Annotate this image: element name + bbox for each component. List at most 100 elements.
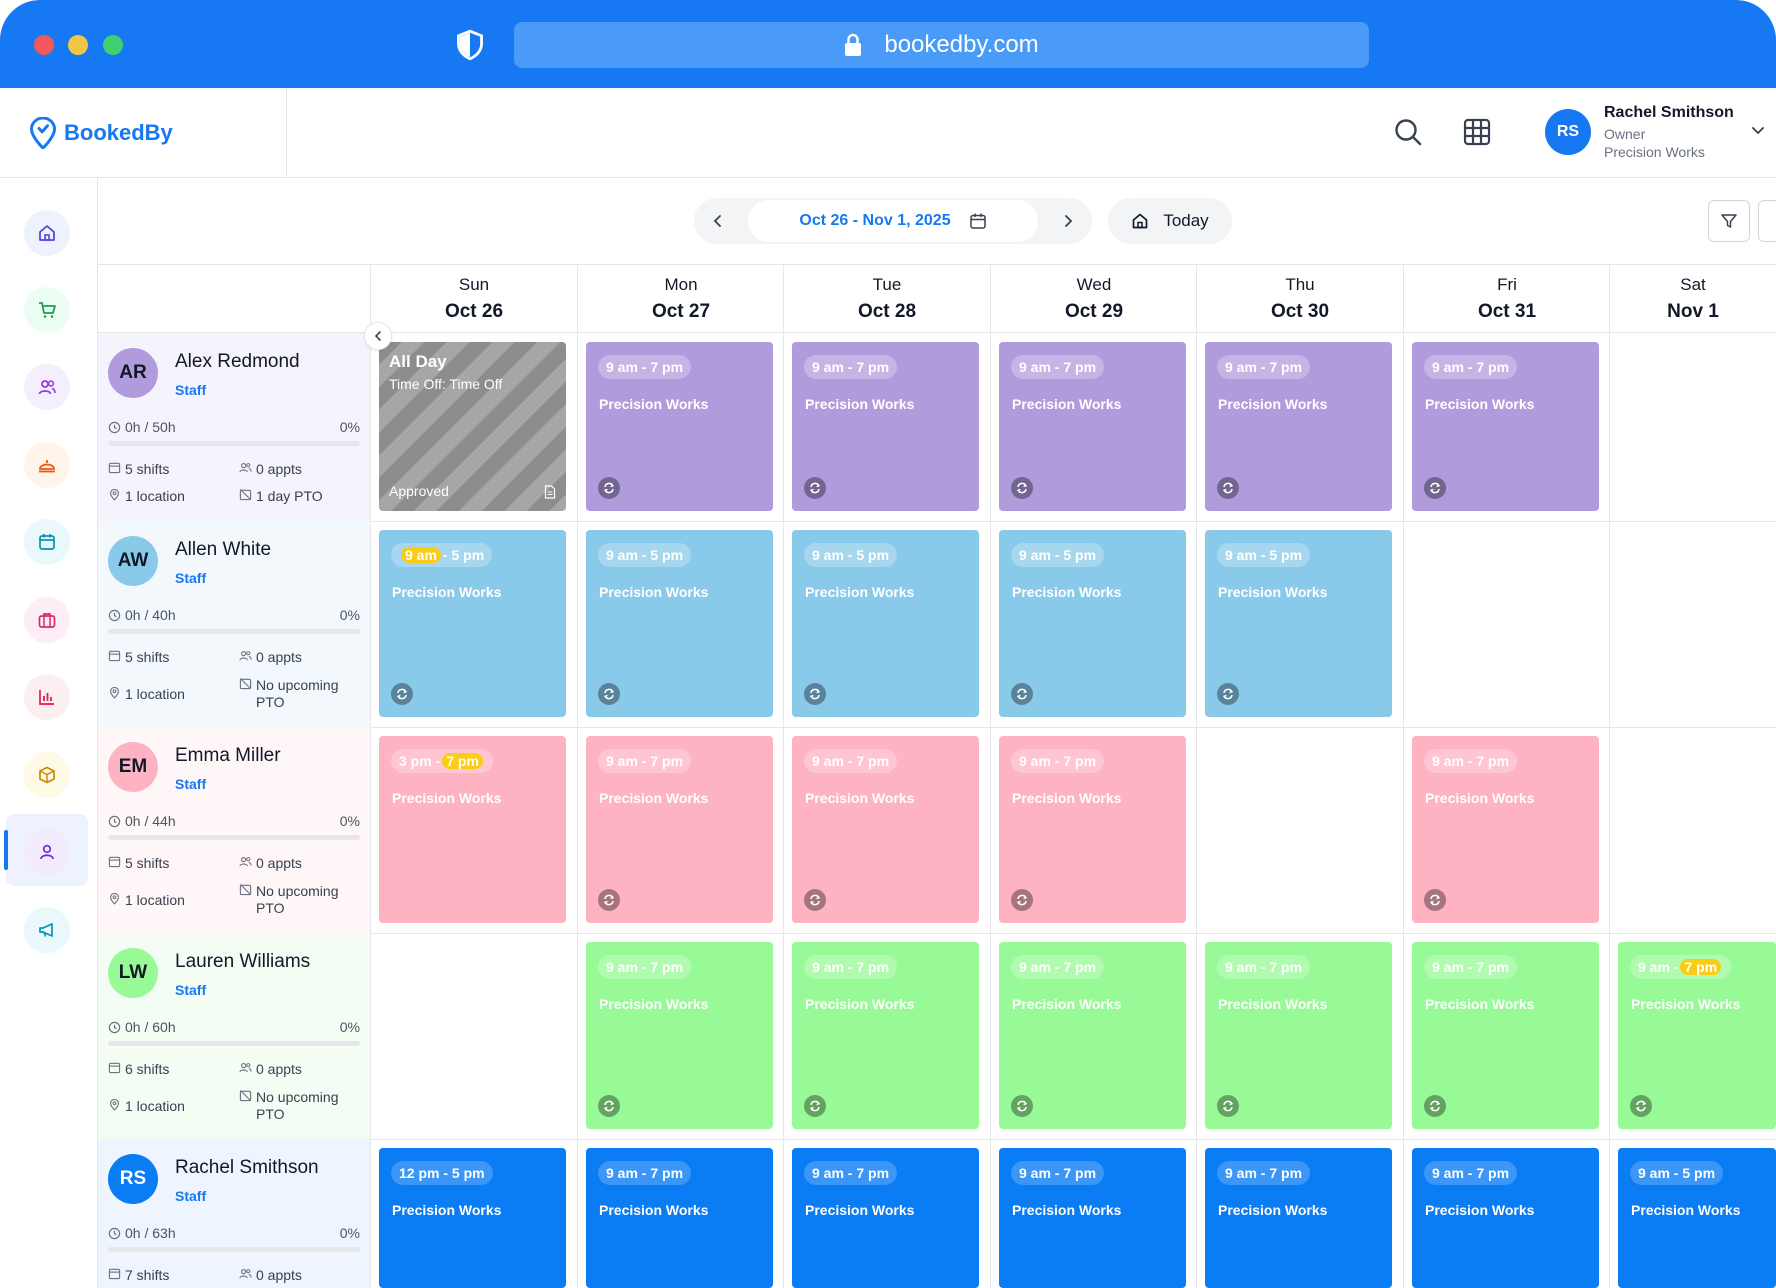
shift-card[interactable]: 9 am - 5 pm Precision Works [1618, 1148, 1776, 1288]
staff-row-header[interactable]: AR Alex Redmond Staff 0h / 50h 0% 5 shif… [98, 333, 370, 521]
date-range-picker[interactable]: Oct 26 - Nov 1, 2025 [748, 200, 1038, 242]
shift-card[interactable]: 9 am - 7 pm Precision Works [1618, 942, 1776, 1129]
staff-row-header[interactable]: EM Emma Miller Staff 0h / 44h 0% 5 shift… [98, 727, 370, 933]
staff-location-count: 1 location [108, 686, 185, 703]
shift-card[interactable]: 9 am - 5 pm Precision Works [999, 530, 1186, 717]
shift-time: 9 am - 7 pm [598, 955, 692, 979]
staff-pto-text: No upcoming PTO [256, 677, 339, 710]
staff-shifts-text: 5 shifts [125, 855, 170, 871]
user-org: Precision Works [1604, 144, 1705, 160]
shift-time: 9 am - 7 pm [1424, 355, 1518, 379]
shift-card[interactable]: 9 am - 7 pm Precision Works [1205, 1148, 1392, 1288]
collapse-panel-button[interactable] [364, 322, 392, 350]
time-off-status: Approved [389, 483, 449, 499]
shift-card[interactable]: 9 am - 5 pm Precision Works [1205, 530, 1392, 717]
shift-location: Precision Works [392, 790, 502, 806]
staff-utilization-percent: 0% [339, 813, 360, 829]
staff-row-header[interactable]: AW Allen White Staff 0h / 40h 0% 5 shift… [98, 521, 370, 727]
sidebar-item-briefcase[interactable] [24, 597, 70, 643]
staff-row-header[interactable]: RS Rachel Smithson Staff 0h / 63h 0% 7 s… [98, 1139, 370, 1288]
window-minimize-dot[interactable] [68, 35, 88, 55]
user-avatar[interactable]: RS [1545, 109, 1591, 155]
shift-time: 9 am - 5 pm [1217, 543, 1311, 567]
shift-time: 9 am - 5 pm [598, 543, 692, 567]
sidebar-item-bar-chart[interactable] [24, 674, 70, 720]
sidebar-item-users[interactable] [24, 364, 70, 410]
cart-icon [39, 302, 56, 318]
sidebar-item-home[interactable] [24, 210, 70, 256]
shift-card[interactable]: 9 am - 7 pm Precision Works [586, 342, 773, 511]
shift-time-end: - 5 pm [442, 547, 485, 563]
home-icon [1132, 213, 1148, 229]
shift-card[interactable]: 12 pm - 5 pm Precision Works [379, 1148, 566, 1288]
brand-logo[interactable]: BookedBy [0, 88, 287, 178]
shift-card[interactable]: 9 am - 7 pm Precision Works [999, 1148, 1186, 1288]
shift-time: 9 am - 5 pm [804, 543, 898, 567]
sidebar-item-service-bell[interactable] [24, 442, 70, 488]
briefcase-icon [38, 613, 56, 628]
shift-card[interactable]: 9 am - 7 pm Precision Works [999, 736, 1186, 923]
window-maximize-dot[interactable] [103, 35, 123, 55]
staff-row-header[interactable]: LW Lauren Williams Staff 0h / 60h 0% 6 s… [98, 933, 370, 1139]
user-name[interactable]: Rachel Smithson [1604, 104, 1734, 121]
shift-card[interactable]: 9 am - 7 pm Precision Works [1412, 342, 1599, 511]
staff-pto-status: No upcoming PTO [239, 883, 356, 917]
shift-card[interactable]: 9 am - 5 pm Precision Works [792, 530, 979, 717]
shift-card[interactable]: 9 am - 7 pm Precision Works [586, 1148, 773, 1288]
shift-card[interactable]: 9 am - 7 pm Precision Works [1205, 942, 1392, 1129]
shift-card[interactable]: 9 am - 7 pm Precision Works [792, 736, 979, 923]
calendar-icon [969, 213, 986, 229]
recurring-shift-indicator [804, 889, 826, 911]
chevron-right-icon[interactable] [1060, 213, 1076, 229]
time-off-card[interactable]: All Day Time Off: Time Off Approved [379, 342, 566, 511]
shift-location: Precision Works [392, 584, 502, 600]
sidebar-item-staff[interactable] [24, 829, 70, 875]
shift-card[interactable]: 9 am - 7 pm Precision Works [792, 342, 979, 511]
shift-card[interactable]: 9 am - 7 pm Precision Works [586, 942, 773, 1129]
staff-appts-count: 0 appts [239, 461, 302, 478]
shift-card[interactable]: 9 am - 7 pm Precision Works [1412, 942, 1599, 1129]
shift-card[interactable]: 9 am - 7 pm Precision Works [999, 942, 1186, 1129]
today-button[interactable]: Today [1108, 198, 1232, 244]
calendar-icon [39, 534, 55, 550]
column-divider [577, 333, 578, 1288]
grid-apps-icon[interactable] [1461, 116, 1493, 148]
shift-card[interactable]: 9 am - 7 pm Precision Works [999, 342, 1186, 511]
staff-name: Emma Miller [175, 745, 281, 766]
shift-card[interactable]: 9 am - 7 pm Precision Works [586, 736, 773, 923]
day-date: Oct 26 [444, 301, 504, 322]
location-pin-logo-icon [30, 117, 56, 149]
sidebar-item-cart[interactable] [24, 287, 70, 333]
repeat-icon [1635, 1100, 1647, 1112]
filter-button[interactable] [1708, 200, 1750, 242]
shift-card[interactable]: 9 am - 7 pm Precision Works [1205, 342, 1392, 511]
shift-time: 3 pm - 7 pm [391, 749, 493, 773]
sidebar-nav [0, 178, 98, 1288]
shift-card[interactable]: 9 am - 5 pm Precision Works [586, 530, 773, 717]
clock-icon [108, 421, 121, 433]
shift-card[interactable]: 9 am - 7 pm Precision Works [1412, 1148, 1599, 1288]
sidebar-item-megaphone[interactable] [24, 907, 70, 953]
staff-hours: 0h / 50h [108, 419, 176, 435]
sidebar-item-calendar[interactable] [24, 519, 70, 565]
repeat-icon [1016, 1100, 1028, 1112]
sidebar-item-box[interactable] [24, 752, 70, 798]
calendar-icon [108, 1268, 121, 1280]
shift-card[interactable]: 9 am - 7 pm Precision Works [1412, 736, 1599, 923]
address-bar[interactable]: bookedby.com [514, 22, 1369, 68]
shift-card[interactable]: 9 am - 7 pm Precision Works [792, 1148, 979, 1288]
shift-card[interactable]: 3 pm - 7 pm Precision Works [379, 736, 566, 923]
chevron-down-icon[interactable] [1751, 126, 1765, 136]
search-icon[interactable] [1392, 116, 1424, 148]
shift-card[interactable]: 9 am - 7 pm Precision Works [792, 942, 979, 1129]
shield-icon[interactable] [456, 30, 484, 60]
window-close-dot[interactable] [34, 35, 54, 55]
users-icon [239, 651, 252, 661]
more-options-button[interactable] [1758, 200, 1776, 242]
shift-location: Precision Works [1012, 396, 1122, 412]
no-pto-icon [239, 1089, 252, 1102]
staff-location-count: 1 location [108, 892, 185, 909]
shift-location: Precision Works [1012, 996, 1122, 1012]
shift-card[interactable]: 9 am - 5 pm Precision Works [379, 530, 566, 717]
chevron-left-icon[interactable] [710, 213, 726, 229]
